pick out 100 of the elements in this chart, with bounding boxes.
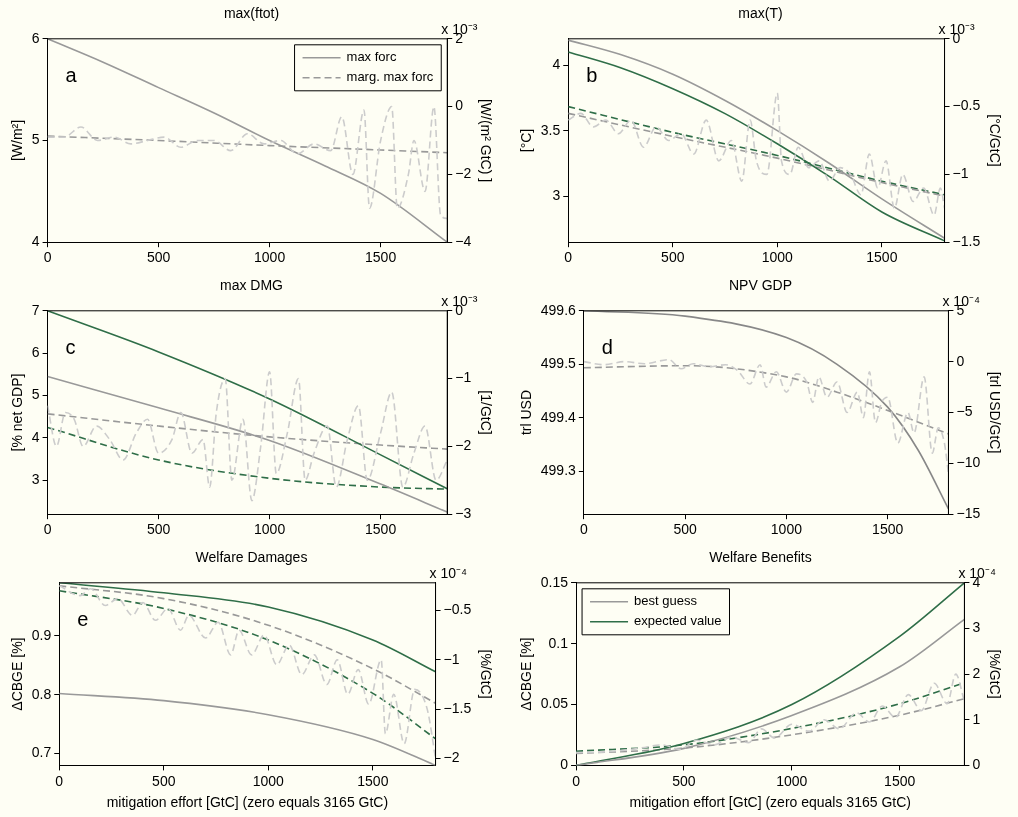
y-tick-label: 0.8 — [31, 685, 52, 702]
x-axis-title: mitigation effort [GtC] (zero equals 3165 GtC) — [106, 794, 389, 811]
y-axis-title: ΔCBGE [%] — [518, 637, 535, 711]
y-tick-label: 0 — [560, 756, 569, 773]
x-tick-label: 500 — [152, 772, 176, 789]
y-tick-label: 3 — [31, 471, 40, 488]
y-tick-label: 499.3 — [540, 462, 577, 479]
chart-title: max(T) — [738, 5, 783, 22]
y2-tick-label: −0.5 — [443, 601, 472, 618]
y-tick-label: 499.5 — [540, 355, 577, 372]
x-tick-label: 1000 — [761, 249, 794, 266]
y2-axis-title: [trl USD/GtC] — [986, 371, 1003, 454]
y-tick-label: 6 — [31, 344, 40, 361]
y-axis-title: trl USD — [518, 389, 535, 436]
legend-label: expected value — [634, 613, 722, 629]
line-series — [583, 358, 949, 475]
chart-title: max(ftot) — [223, 5, 280, 22]
legend-label: max forc — [346, 49, 397, 65]
line-series — [59, 582, 436, 673]
y-tick-label: 4 — [552, 55, 561, 72]
y2-tick-label: −1 — [455, 369, 472, 386]
y2-axis-title: [%/GtC] — [986, 649, 1003, 699]
annotation: e — [77, 608, 89, 631]
annotation: a — [65, 64, 78, 87]
y-tick-label: 4 — [31, 428, 40, 445]
y-tick-label: 499.6 — [540, 301, 577, 318]
x-tick-label: 500 — [146, 249, 171, 266]
y2-tick-label: 0 — [972, 756, 981, 773]
chart-title: Welfare Damages — [195, 549, 308, 566]
y2-tick-label: −3 — [455, 505, 472, 522]
y-tick-label: 7 — [31, 301, 40, 318]
y-tick-label: 5 — [31, 131, 40, 148]
y-tick-label: 4 — [31, 233, 40, 250]
y2-tick-label: −10 — [956, 454, 981, 471]
line-series — [583, 364, 949, 435]
line-series — [583, 310, 949, 510]
y-tick-label: 499.4 — [540, 408, 577, 425]
y-tick-label: 0.1 — [548, 634, 569, 651]
y2-tick-label: 0 — [455, 97, 464, 114]
x-tick-label: 0 — [579, 521, 588, 538]
y2-tick-label: −15 — [956, 505, 981, 522]
y-axis-title: [°C] — [518, 128, 535, 153]
y-tick-label: 0.05 — [540, 695, 569, 712]
text: x 10⁻⁴ — [429, 564, 468, 581]
y2-tick-label: 2 — [972, 664, 981, 681]
x-tick-label: 1000 — [770, 521, 803, 538]
y2-tick-label: 3 — [972, 619, 981, 636]
y-tick-label: 5 — [31, 386, 40, 403]
y2-tick-label: −1 — [952, 165, 969, 182]
x-tick-label: 1500 — [357, 772, 389, 789]
line-series — [47, 105, 448, 220]
x-tick-label: 1000 — [254, 521, 286, 538]
y-tick-label: 0.9 — [31, 626, 52, 643]
legend-label: best guess — [634, 593, 698, 609]
x-tick-label: 1500 — [872, 521, 904, 538]
y2-tick-label: −1 — [443, 650, 460, 667]
x-tick-label: 0 — [55, 772, 64, 789]
annotation: d — [601, 336, 613, 359]
y2-tick-label: −1.5 — [443, 700, 472, 716]
line-series — [59, 584, 436, 705]
annotation: c — [65, 336, 76, 359]
y-axis-title: [W/m²] — [9, 119, 26, 162]
chart-title: NPV GDP — [728, 277, 793, 294]
x-tick-label: 500 — [673, 521, 698, 538]
y-tick-label: 3 — [552, 187, 561, 204]
y2-tick-label: −4 — [455, 233, 472, 250]
y-axis-title: [% net GDP] — [9, 373, 26, 452]
y2-tick-label: −2 — [455, 165, 472, 182]
y2-tick-label: 1 — [972, 710, 981, 727]
x-tick-label: 1500 — [866, 249, 898, 266]
line-series — [568, 92, 945, 216]
y2-axis-title: [°C/GtC] — [986, 114, 1003, 167]
y2-tick-label: −2 — [443, 749, 460, 766]
x-tick-label: 1500 — [365, 249, 397, 266]
x-tick-label: 500 — [672, 772, 696, 789]
x-tick-label: 1500 — [365, 521, 397, 538]
x-tick-label: 1000 — [254, 249, 286, 266]
y2-axis-title: [%/GtC] — [477, 649, 494, 699]
chart-title: max DMG — [220, 277, 283, 294]
x-axis-title: mitigation effort [GtC] (zero equals 3165 GtC) — [629, 794, 911, 811]
x-tick-label: 1000 — [252, 772, 285, 789]
x-tick-label: 500 — [146, 521, 171, 538]
chart-title: Welfare Benefits — [709, 549, 812, 566]
y2-axis-title: [1/GtC] — [477, 390, 494, 435]
x-tick-label: 500 — [661, 249, 685, 266]
y-tick-label: 0.7 — [31, 744, 52, 761]
legend-label: marg. max forc — [346, 69, 434, 85]
y2-axis-title: [W/(m² GtC) ] — [477, 98, 494, 183]
y-tick-label: 6 — [31, 29, 40, 46]
y2-tick-label: −2 — [455, 437, 472, 454]
y2-tick-label: −5 — [956, 403, 973, 420]
y2-tick-label: 0 — [956, 352, 965, 369]
y-tick-label: 0.15 — [540, 573, 569, 590]
annotation: b — [586, 64, 598, 87]
y-axis-title: ΔCBGE [%] — [9, 637, 26, 711]
y2-tick-label: −1.5 — [952, 233, 981, 250]
x-tick-label: 1500 — [884, 772, 916, 789]
x-tick-label: 1000 — [776, 772, 808, 789]
y-tick-label: 3.5 — [540, 121, 561, 138]
y2-tick-label: −0.5 — [952, 97, 981, 114]
